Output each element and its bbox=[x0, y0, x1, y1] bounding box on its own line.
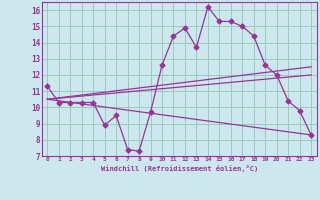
X-axis label: Windchill (Refroidissement éolien,°C): Windchill (Refroidissement éolien,°C) bbox=[100, 165, 258, 172]
